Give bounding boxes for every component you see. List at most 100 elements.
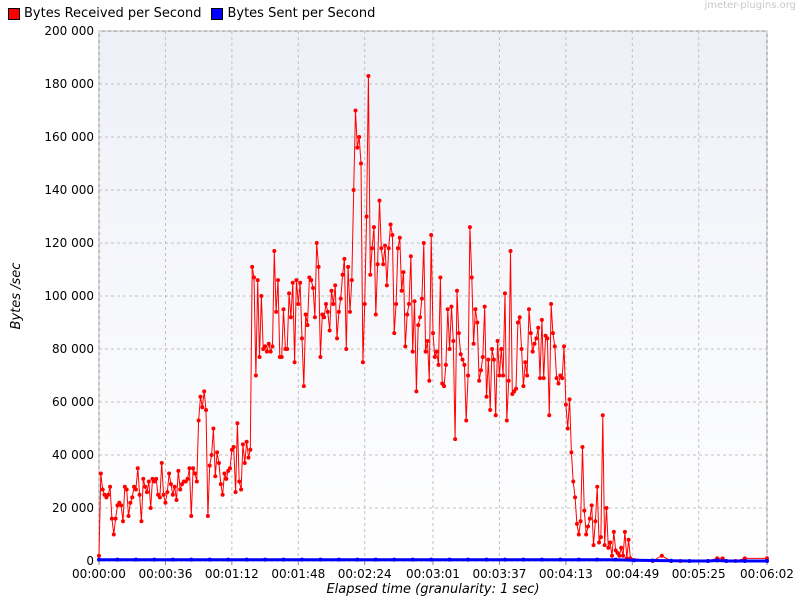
data-point	[477, 378, 482, 383]
x-tick-label: 00:05:25	[672, 567, 726, 581]
data-point	[215, 450, 220, 455]
data-point	[405, 312, 410, 317]
data-point	[303, 312, 308, 317]
data-point	[159, 460, 164, 465]
data-point	[427, 378, 432, 383]
data-point	[576, 532, 581, 537]
data-point	[506, 378, 511, 383]
y-tick-label: 40 000	[52, 448, 94, 462]
data-point	[669, 558, 674, 563]
data-point	[279, 354, 284, 359]
data-point	[296, 301, 301, 306]
data-point	[109, 516, 114, 521]
data-point	[141, 476, 146, 481]
data-point	[421, 241, 426, 245]
data-point	[312, 315, 317, 320]
data-point	[353, 108, 358, 113]
data-point	[318, 557, 323, 562]
data-point	[514, 386, 519, 391]
data-point	[458, 352, 463, 357]
data-point	[370, 246, 375, 251]
data-point	[523, 360, 528, 365]
data-point	[211, 426, 216, 431]
data-point	[128, 500, 133, 505]
data-point	[563, 402, 568, 407]
data-point	[403, 344, 408, 349]
x-tick-label: 00:03:37	[472, 567, 526, 581]
data-point	[539, 317, 544, 322]
data-point	[349, 278, 354, 283]
x-tick-label: 00:00:00	[72, 567, 126, 581]
y-tick-label: 120 000	[44, 236, 94, 250]
data-point	[742, 559, 747, 563]
data-point	[574, 521, 579, 526]
data-point	[436, 362, 441, 367]
series-received	[97, 74, 769, 563]
data-point	[331, 301, 336, 306]
data-point	[447, 347, 452, 351]
y-tick-label: 180 000	[44, 77, 94, 91]
data-point	[340, 272, 345, 277]
data-point	[502, 291, 507, 296]
data-point	[597, 540, 602, 545]
watermark: jmeter-plugins.org	[704, 0, 796, 11]
data-point	[218, 482, 223, 487]
data-point	[765, 559, 769, 563]
data-point	[98, 471, 103, 476]
data-point	[161, 492, 166, 497]
data-point	[216, 460, 221, 465]
data-point	[338, 296, 343, 301]
data-point	[541, 376, 546, 381]
data-point	[595, 484, 600, 489]
y-tick-label: 60 000	[52, 395, 94, 409]
x-tick-label: 00:00:36	[138, 567, 192, 581]
data-point	[705, 559, 710, 563]
data-point	[438, 275, 443, 280]
data-point	[255, 278, 260, 283]
data-point	[325, 309, 330, 314]
data-point	[530, 349, 535, 354]
data-point	[373, 557, 378, 562]
data-point	[608, 540, 613, 545]
data-point	[526, 307, 531, 312]
data-point	[593, 519, 598, 524]
data-point	[460, 357, 465, 362]
data-point	[124, 487, 129, 492]
legend-swatch-sent	[211, 7, 224, 20]
data-point	[133, 487, 138, 492]
data-point	[192, 471, 197, 476]
data-point	[497, 373, 502, 378]
data-point	[383, 243, 388, 248]
data-point	[556, 381, 561, 386]
data-point	[220, 492, 225, 497]
data-point	[650, 558, 655, 563]
data-point	[488, 407, 493, 412]
data-point	[560, 376, 565, 381]
data-point	[299, 336, 304, 341]
data-point	[355, 557, 360, 562]
data-point	[137, 492, 142, 497]
x-tick-labels: 00:00:00 00:00:36 00:01:12 00:01:48 00:02:24…	[72, 567, 794, 581]
data-point	[235, 421, 240, 426]
data-point	[464, 418, 469, 423]
data-point	[484, 394, 489, 399]
data-point	[508, 248, 513, 253]
data-point	[587, 516, 592, 521]
x-tick-label: 00:02:24	[338, 567, 392, 581]
data-point	[115, 557, 120, 562]
y-tick-label: 80 000	[52, 342, 94, 356]
data-point	[311, 286, 316, 291]
data-point	[226, 557, 231, 562]
y-tick-label: 200 000	[44, 24, 94, 38]
data-point	[222, 471, 227, 476]
data-point	[715, 558, 720, 563]
data-point	[213, 474, 218, 479]
data-point	[611, 529, 616, 534]
data-point	[191, 466, 196, 471]
data-point	[207, 557, 212, 562]
x-tick-label: 00:01:48	[271, 567, 325, 581]
data-point	[419, 296, 424, 301]
data-point	[471, 341, 476, 346]
data-point	[515, 320, 520, 325]
